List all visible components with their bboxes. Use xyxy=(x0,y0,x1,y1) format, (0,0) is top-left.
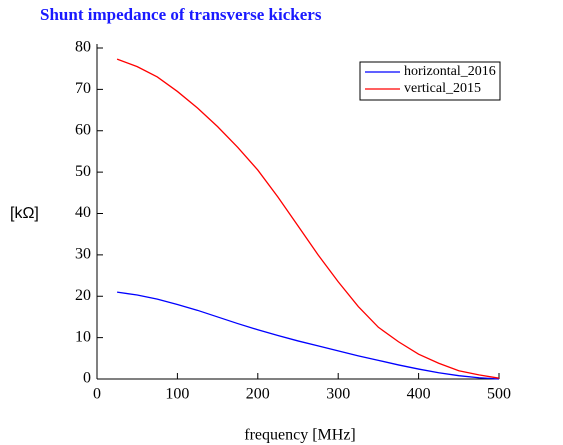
y-tick-label: 0 xyxy=(83,370,91,387)
x-tick-label: 400 xyxy=(407,386,431,403)
x-tick-label: 100 xyxy=(165,386,189,403)
y-tick-label: 60 xyxy=(75,121,91,138)
chart-title: Shunt impedance of transverse kickers xyxy=(40,5,322,24)
x-axis-label: frequency [MHz] xyxy=(244,427,356,444)
x-tick-label: 0 xyxy=(93,386,101,403)
line-series xyxy=(116,58,500,379)
y-tick-label: 20 xyxy=(75,287,91,304)
y-tick-label: 50 xyxy=(75,163,91,180)
legend-box xyxy=(359,61,501,101)
x-tick-label: 200 xyxy=(246,386,270,403)
x-tick-label: 300 xyxy=(326,386,350,403)
x-tick-label: 500 xyxy=(487,386,511,403)
y-axis-label: [kΩ] xyxy=(10,205,39,222)
y-tick-label: 30 xyxy=(75,246,91,263)
y-tick-label: 10 xyxy=(75,328,91,345)
y-tick-label: 80 xyxy=(75,39,91,56)
y-tick-label: 70 xyxy=(75,80,91,97)
legend-label: horizontal_2016 xyxy=(404,64,496,79)
legend-label: vertical_2015 xyxy=(404,81,481,96)
line-series xyxy=(117,291,500,380)
y-tick-label: 40 xyxy=(75,204,91,221)
